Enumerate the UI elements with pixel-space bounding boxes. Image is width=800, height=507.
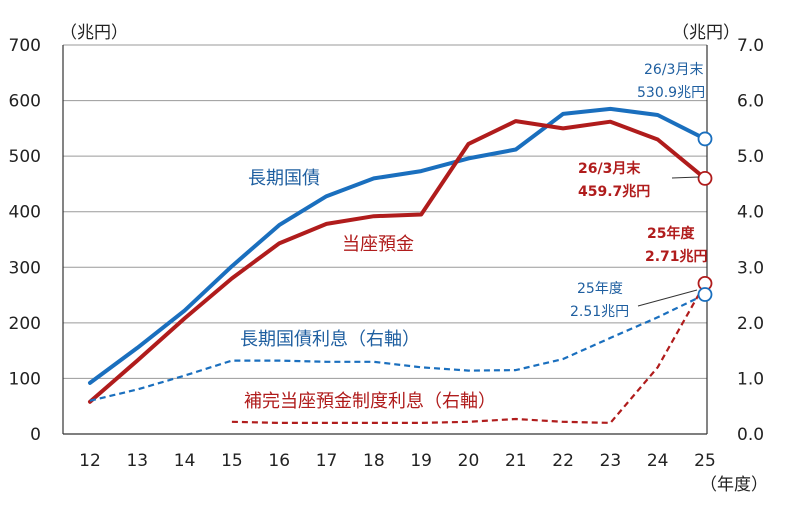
- annotation-2-line-0: 25年度: [647, 225, 695, 242]
- series-line-3: [231, 282, 706, 424]
- annotation-1-line-0: 26/3月末: [578, 160, 641, 177]
- right-tick-label: 5.0: [737, 147, 764, 167]
- left-tick-label: 700: [9, 36, 41, 56]
- annotation-0-line-0: 26/3月末: [644, 62, 703, 78]
- right-tick-label: 2.0: [737, 314, 764, 334]
- right-tick-label: 0.0: [737, 425, 764, 445]
- x-tick-label: 19: [410, 451, 432, 471]
- axes: 0 100 200 300 400 500 600 700 0.0 1.0 2.0 3.0 4.0 5.0…: [9, 23, 768, 495]
- x-tick-label: 18: [363, 451, 385, 471]
- right-tick-label: 3.0: [737, 258, 764, 278]
- x-tick-label: 23: [600, 451, 622, 471]
- x-axis-unit: （年度）: [700, 475, 768, 495]
- x-tick-label: 22: [552, 451, 574, 471]
- right-tick-label: 7.0: [737, 36, 764, 56]
- x-tick-label: 21: [505, 451, 527, 471]
- end-marker-0: [697, 131, 713, 147]
- left-tick-label: 400: [9, 203, 41, 223]
- left-tick-label: 300: [9, 258, 41, 278]
- series-group: [88, 106, 707, 424]
- x-tick-label: 12: [79, 451, 101, 471]
- series-line-2: [89, 293, 706, 402]
- annotation-2-line-1: 2.71兆円: [645, 249, 708, 265]
- x-tick-label: 25: [694, 451, 716, 471]
- annotation-3-line-0: 25年度: [577, 281, 623, 297]
- series-line-1: [88, 119, 707, 404]
- right-tick-label: 4.0: [737, 203, 764, 223]
- left-tick-label: 500: [9, 147, 41, 167]
- x-tick-label: 20: [458, 451, 480, 471]
- series-label-3: 補完当座預金制度利息（右軸）: [244, 391, 496, 412]
- end-marker-1: [697, 170, 713, 186]
- x-tick-label: 15: [221, 451, 243, 471]
- x-tick-label: 17: [316, 451, 338, 471]
- right-axis-unit: （兆円）: [672, 23, 740, 43]
- left-tick-label: 200: [9, 314, 41, 334]
- annotation-1-line-1: 459.7兆円: [578, 184, 650, 200]
- right-tick-label: 6.0: [737, 92, 764, 112]
- x-tick-label: 14: [174, 451, 196, 471]
- series-line-0: [88, 106, 707, 385]
- x-tick-label: 13: [126, 451, 148, 471]
- annotation-leader-1: [671, 176, 700, 179]
- x-tick-label: 16: [268, 451, 290, 471]
- x-tick-label: 24: [647, 451, 669, 471]
- annotation-leader-3: [637, 289, 698, 307]
- series-label-2: 長期国債利息（右軸）: [240, 329, 420, 350]
- annotation-0-line-1: 530.9兆円: [637, 85, 705, 101]
- end-marker-3: [697, 287, 713, 302]
- annotation-3-line-1: 2.51兆円: [570, 304, 629, 320]
- left-tick-label: 0: [30, 425, 41, 445]
- left-axis-unit: （兆円）: [60, 23, 128, 43]
- left-tick-label: 100: [9, 369, 41, 389]
- series-label-1: 当座預金: [342, 234, 414, 255]
- left-tick-label: 600: [9, 92, 41, 112]
- series-label-0: 長期国債: [248, 168, 320, 189]
- right-tick-label: 1.0: [737, 369, 764, 389]
